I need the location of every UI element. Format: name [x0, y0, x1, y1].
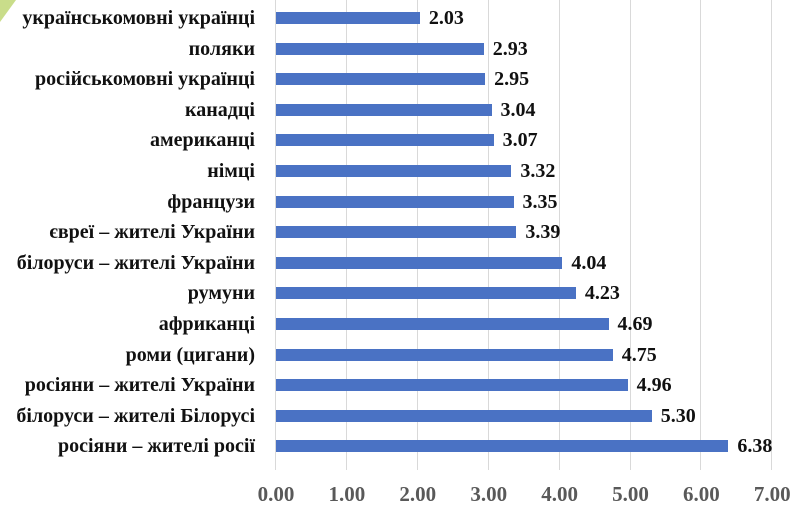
- x-axis-tick-label: 0.00: [257, 482, 295, 506]
- category-label: російськомовні українці: [35, 68, 255, 91]
- category-label: румуни: [187, 282, 255, 305]
- category-label: білоруси – жителі України: [16, 251, 255, 274]
- data-value-label: 4.69: [617, 313, 653, 335]
- category-label: американці: [150, 129, 255, 152]
- category-label: росіяни – жителі України: [24, 374, 255, 397]
- data-value-label: 2.93: [492, 37, 528, 60]
- category-label: євреї – жителі України: [49, 221, 255, 244]
- chart-row: французи 3.35: [0, 187, 800, 217]
- data-bar: [276, 12, 420, 24]
- chart-row: німці 3.32: [0, 156, 800, 186]
- category-label: українськомовні українці: [22, 7, 255, 29]
- data-value-label: 5.30: [660, 404, 696, 427]
- data-bar: [276, 226, 517, 239]
- data-value-label: 3.39: [525, 221, 561, 244]
- chart-row: білоруси – жителі України 4.04: [0, 248, 800, 278]
- chart-row: євреї – жителі України 3.39: [0, 217, 800, 247]
- gridline: [629, 0, 631, 470]
- gridline: [558, 0, 560, 470]
- chart-row: білоруси – жителі Білорусі 5.30: [0, 401, 800, 431]
- category-label: німці: [207, 160, 255, 182]
- data-value-label: 3.04: [500, 98, 536, 121]
- category-label: поляки: [188, 37, 255, 60]
- x-axis-tick-label: 1.00: [328, 482, 366, 506]
- data-value-label: 2.03: [428, 7, 464, 29]
- data-bar: [276, 256, 563, 269]
- chart-row: африканці 4.69: [0, 309, 800, 339]
- x-axis-tick-label: 5.00: [612, 482, 649, 506]
- x-axis-tick-label: 7.00: [753, 482, 791, 506]
- category-label: французи: [167, 190, 255, 213]
- x-axis-tick-label: 3.00: [470, 482, 508, 506]
- data-bar: [276, 195, 514, 208]
- data-bar: [276, 440, 729, 453]
- gridline: [700, 0, 702, 470]
- data-value-label: 3.07: [502, 129, 538, 152]
- category-label: канадці: [185, 98, 255, 121]
- data-bar: [276, 379, 628, 392]
- x-axis-tick-label: 4.00: [541, 482, 578, 506]
- category-label: африканці: [158, 313, 255, 335]
- data-bar: [276, 409, 652, 422]
- data-bar: [276, 73, 486, 86]
- data-bar: [276, 318, 609, 330]
- data-value-label: 4.23: [584, 282, 620, 305]
- chart-row: американці 3.07: [0, 125, 800, 155]
- chart-row: поляки 2.93: [0, 34, 800, 64]
- category-label: білоруси – жителі Білорусі: [16, 404, 255, 427]
- chart-row: канадці 3.04: [0, 95, 800, 125]
- data-bar: [276, 103, 492, 116]
- data-bar: [276, 287, 576, 300]
- x-axis-tick-label: 2.00: [399, 482, 437, 506]
- gridline: [275, 0, 276, 470]
- data-value-label: 4.96: [636, 374, 672, 397]
- data-value-label: 3.35: [522, 190, 558, 213]
- chart-row: росіяни – жителі росії 6.38: [0, 431, 800, 461]
- data-value-label: 6.38: [737, 435, 773, 458]
- decorative-corner-triangle: [0, 0, 16, 22]
- data-bar: [276, 134, 494, 147]
- gridline: [771, 0, 773, 470]
- chart-row: росіяни – жителі України 4.96: [0, 370, 800, 400]
- chart-row: російськомовні українці 2.95: [0, 64, 800, 94]
- data-value-label: 3.32: [520, 160, 556, 182]
- x-axis-tick-label: 6.00: [683, 482, 720, 506]
- chart-row: роми (цигани) 4.75: [0, 340, 800, 370]
- data-value-label: 2.95: [494, 68, 530, 91]
- data-bar: [276, 348, 613, 361]
- chart-row: румуни 4.23: [0, 278, 800, 308]
- data-value-label: 4.04: [571, 251, 607, 274]
- data-bar: [276, 42, 484, 55]
- data-value-label: 4.75: [621, 343, 657, 366]
- data-bar: [276, 165, 512, 177]
- category-label: роми (цигани): [125, 343, 255, 366]
- category-label: росіяни – жителі росії: [57, 435, 255, 458]
- chart-row: українськомовні українці 2.03: [0, 3, 800, 33]
